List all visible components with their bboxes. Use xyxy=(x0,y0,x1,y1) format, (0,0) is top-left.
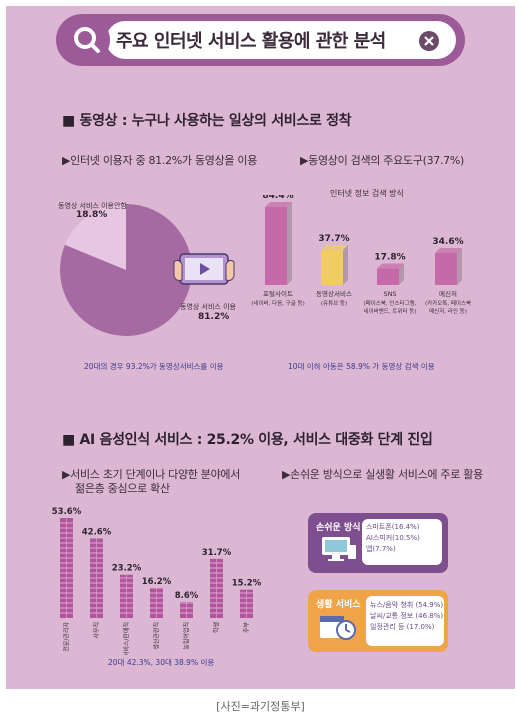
ai-age-note: 20대 42.3%, 30대 38.9% 이용 xyxy=(108,658,215,667)
ai-bar-value-label: 53.6% xyxy=(52,507,82,517)
ai-bar-value-label: 42.6% xyxy=(82,528,112,538)
search-bar-category-note: (유튜브 등) xyxy=(321,300,347,307)
search-bar-value-label: 37.7% xyxy=(318,234,349,244)
ai-occupation-bar-chart: 53.6% 전문/관리자 42.6% 사무직 23.2% 서비스/판매직 16.2% 생산관련… xyxy=(52,507,262,655)
search-bar-category-label: SNS xyxy=(383,290,396,298)
ai-bar-value-label: 15.2% xyxy=(232,579,262,589)
ai-spread-subheading-2: 젊은층 중심으로 확산 xyxy=(75,482,170,495)
ai-bar-value-label: 31.7% xyxy=(202,548,232,558)
search-bar-value-label: 17.8% xyxy=(374,253,405,263)
search-bar xyxy=(321,250,343,285)
life-service-label: 생활 서비스 xyxy=(316,600,361,610)
search-bar xyxy=(435,253,457,285)
search-bar-top xyxy=(377,263,404,269)
ai-spread-subheading-1: ▶서비스 초기 단계이나 다양한 분야에서 xyxy=(62,468,241,481)
search-bar-top xyxy=(321,245,348,251)
ai-bar-value-label: 23.2% xyxy=(112,564,142,574)
search-bar-category-note: (네이버, 다음, 구글 등) xyxy=(251,299,305,307)
easy-method-item: AI스피커(10.5%) xyxy=(366,534,420,542)
video-usage-note: 20대의 경우 93.2%가 동영상서비스를 이용 xyxy=(84,362,224,371)
search-field xyxy=(106,21,456,59)
ai-bar-category-label: 생산관련직 xyxy=(153,622,161,650)
pie-label-not-using: 동영상 서비스 이용안함 xyxy=(58,202,127,210)
search-bar xyxy=(265,207,287,285)
search-bar-side xyxy=(399,263,404,285)
clock-calendar-icon xyxy=(318,610,358,646)
search-bar-category-note: 메신저, 라인 등) xyxy=(429,307,467,315)
search-bar-value-label: 34.6% xyxy=(432,237,463,247)
section-ai-heading: ■ AI 음성인식 서비스 : 25.2% 이용, 서비스 대중화 단계 진입 xyxy=(62,432,433,448)
ai-bar-category-label: 전문/관리자 xyxy=(63,622,71,652)
video-usage-subheading: ▶인터넷 이용자 중 81.2%가 동영상을 이용 xyxy=(62,154,258,167)
smartphone-video-icon xyxy=(172,252,236,292)
section-video-heading: ■ 동영상 : 누구나 사용하는 일상의 서비스로 정착 xyxy=(62,113,352,129)
search-method-bar-chart: 84.4% 포털사이트(네이버, 다음, 구글 등) 37.7% 동영상서비스 (유튜브… xyxy=(251,195,471,315)
video-usage-pie-chart xyxy=(60,204,192,336)
search-bar-side xyxy=(287,202,292,285)
easy-method-list: 스마트폰(16.4%) AI스피커(10.5%) 앱(7.7%) xyxy=(362,519,442,565)
life-service-list: 뉴스/음악 청취 (54.9%) 날씨/교통 정보 (46.8%) 일정관리 등… xyxy=(366,596,444,646)
search-bar-side xyxy=(457,248,462,285)
ai-bar-category-label: 서비스/판매직 xyxy=(123,622,131,655)
pie-slice-using xyxy=(60,204,192,336)
life-service-item: 일정관리 등 (17.0%) xyxy=(370,623,435,631)
search-icon xyxy=(64,17,110,63)
easy-method-label: 손쉬운 방식 xyxy=(316,523,361,533)
life-service-item: 날씨/교통 정보 (46.8%) xyxy=(370,612,444,620)
easy-method-item: 스마트폰(16.4%) xyxy=(366,523,420,531)
life-service-item: 뉴스/음악 청취 (54.9%) xyxy=(370,601,444,609)
computer-icon xyxy=(318,535,358,569)
search-bar xyxy=(377,268,399,285)
search-bar-category-note: (카카오톡, 페이스북 xyxy=(425,299,471,307)
search-method-title: 인터넷 정보 검색 방식 xyxy=(330,189,404,198)
ai-bar-value-label: 8.6% xyxy=(175,591,199,601)
search-bar-category-label: 포털사이트 xyxy=(263,289,293,298)
ai-bar-category-label: 사무직 xyxy=(93,622,101,639)
search-bar-category-label: 메신저 xyxy=(439,289,457,298)
search-bar-category-label: 동영상서비스 xyxy=(316,289,352,298)
search-bar-category-note: (페이스북, 인스타그램, xyxy=(364,299,417,307)
search-bar-category-note: 네이버밴드, 트위터 등) xyxy=(364,307,417,315)
video-search-note: 10대 이하 아동은 58.9% 가 동영상 검색 이용 xyxy=(288,362,435,371)
pie-pct-not-using: 18.8% xyxy=(76,210,108,220)
pie-slice-not-using xyxy=(64,204,126,270)
pie-pct-using: 81.2% xyxy=(198,312,230,322)
easy-method-item: 앱(7.7%) xyxy=(366,545,396,553)
ai-bar-category-label: 학생 xyxy=(213,622,221,633)
search-bar-value-label: 84.4% xyxy=(262,195,293,201)
ai-bar-category-label: 주부 xyxy=(244,622,251,634)
search-bar-side xyxy=(343,245,348,285)
image-caption: [사진=과기정통부] xyxy=(216,700,305,713)
ai-bar-category-label: 농림어업직 xyxy=(183,622,191,650)
search-bar-top xyxy=(265,202,292,207)
search-bar-top xyxy=(435,248,462,254)
ai-usage-subheading: ▶손쉬운 방식으로 실생활 서비스에 주로 활용 xyxy=(282,468,483,481)
video-search-subheading: ▶동영상이 검색의 주요도구(37.7%) xyxy=(300,154,464,167)
close-icon xyxy=(419,31,439,51)
page-title: 주요 인터넷 서비스 활용에 관한 분석 xyxy=(116,31,386,52)
ai-bar-value-label: 16.2% xyxy=(142,577,172,587)
pie-label-using: 동영상 서비스 이용 xyxy=(180,303,236,311)
